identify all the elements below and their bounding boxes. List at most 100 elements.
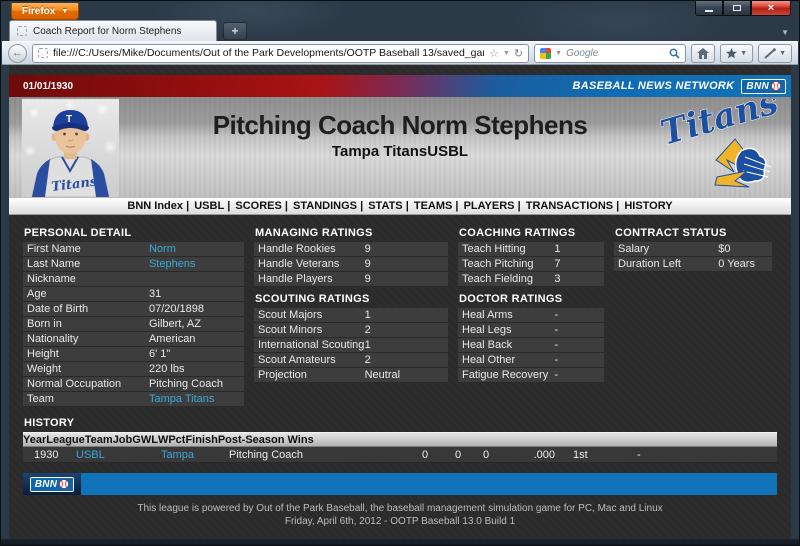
chevron-down-icon: ▼ [61,7,69,15]
history-title: HISTORY [24,417,75,429]
rating-row: Teach Hitting 1 [458,242,604,257]
rating-value: 9 [364,273,371,285]
nav-item[interactable]: BNN Index [126,200,193,212]
nav-item[interactable]: TRANSACTIONS [525,200,624,212]
history-cell-w: 0 [454,448,462,461]
managing-ratings-title: MANAGING RATINGS [255,227,373,239]
history-column-header: Year [23,433,47,446]
nav-item[interactable]: STANDINGS [292,200,367,212]
rating-row: Scout Minors 2 [254,323,448,338]
svg-text:Titans: Titans [51,174,99,195]
history-column-header: W [140,433,152,446]
titans-logo-image: Titans [656,97,783,188]
nav-item[interactable]: STATS [367,200,413,212]
history-column-header: L [151,433,158,446]
history-rows: 1930 USBL Tampa Pitching Coach 0 0 0 .00… [23,447,777,463]
detail-value[interactable]: Norm [148,243,176,255]
footer-bnn-logo[interactable]: BNN [23,473,81,495]
coaching-ratings-title: COACHING RATINGS [459,227,576,239]
detail-label: Age [27,288,47,300]
detail-row: Nationality American [23,332,244,347]
toolbar-extra-button[interactable]: ▼ [758,43,792,63]
detail-value[interactable]: Stephens [148,258,196,270]
rating-label: Teach Hitting [462,243,526,255]
rating-value: - [554,369,559,381]
detail-label: Height [27,348,59,360]
url-text: file:///C:/Users/Mike/Documents/Out of t… [53,47,485,59]
search-icon[interactable] [669,48,680,59]
minimize-icon [705,10,713,12]
managing-ratings-panel: Handle Rookies 9 Handle Veterans 9 Handl… [254,242,448,287]
url-dropdown-icon[interactable]: ▼ [502,49,510,57]
rating-label: Heal Legs [462,324,512,336]
network-title: BASEBALL NEWS NETWORK [572,80,735,92]
firefox-menu-button[interactable]: Firefox ▼ [11,3,80,20]
detail-label: Team [27,393,54,405]
rating-row: Projection Neutral [254,368,448,383]
history-column-header: WPct [157,433,186,446]
contract-status-panel: Salary $0 Duration Left 0 Years [614,242,772,272]
contract-label: Salary [618,243,650,255]
rating-value: Neutral [364,369,401,381]
detail-row: Age 31 [23,287,244,302]
history-cell-league[interactable]: USBL [76,448,105,461]
detail-label: Nationality [27,333,79,345]
url-bar[interactable]: file:///C:/Users/Mike/Documents/Out of t… [32,43,530,63]
contract-value: $0 [718,243,731,255]
hero-league[interactable]: USBL [427,143,469,160]
new-tab-button[interactable]: + [223,22,247,40]
rating-value: 2 [364,354,371,366]
bnn-logo[interactable]: BNN [741,78,786,94]
nav-item[interactable]: PLAYERS [463,200,525,212]
contract-status-title: CONTRACT STATUS [615,227,727,239]
rating-label: Heal Back [462,339,513,351]
scouting-ratings-title: SCOUTING RATINGS [255,293,370,305]
bnn-logo-text: BNN [746,80,769,92]
nav-item[interactable]: HISTORY [624,200,673,212]
detail-value[interactable]: Tampa Titans [148,393,215,405]
detail-row: Last Name Stephens [23,257,244,272]
history-column-header: League [46,433,85,446]
hero-team[interactable]: Tampa Titans [331,143,428,160]
tab-list-icon[interactable]: ▼ [781,28,789,37]
detail-label: Born in [27,318,62,330]
tab-coach-report[interactable]: Coach Report for Norm Stephens [9,20,217,41]
close-button[interactable]: × [751,1,791,16]
firefox-menu-label: Firefox [22,5,56,17]
rating-value: 1 [364,339,371,351]
navigation-toolbar: ← file:///C:/Users/Mike/Documents/Out of… [2,41,798,65]
minimize-button[interactable] [695,1,723,16]
toolbar-extra-dropdown-icon: ▼ [779,49,786,57]
nav-item[interactable]: SCORES [234,200,292,212]
tab-bar: Coach Report for Norm Stephens + ▼ [1,19,799,41]
detail-label: Last Name [27,258,81,270]
home-button[interactable] [691,43,716,63]
reload-icon[interactable]: ↻ [513,47,524,60]
personal-detail-panel: First Name Norm Last Name Stephens Nickn… [23,242,244,407]
site-navigation: BNN IndexUSBLSCORESSTANDINGSSTATSTEAMSPL… [9,198,791,215]
bookmark-star-icon[interactable]: ☆ [489,47,499,60]
bookmarks-button[interactable]: ▼ [720,43,754,63]
home-icon [697,47,710,59]
contract-row: Duration Left 0 Years [614,257,772,272]
maximize-button[interactable] [723,1,751,16]
bookmarks-star-icon [726,47,738,58]
nav-item[interactable]: USBL [193,200,234,212]
rating-row: Teach Fielding 3 [458,272,604,287]
detail-row: Height 6' 1" [23,347,244,362]
rating-row: Heal Back - [458,338,604,353]
rating-row: Heal Legs - [458,323,604,338]
history-cell-finish: 1st [573,448,588,461]
masthead-bar: 01/01/1930 BASEBALL NEWS NETWORK BNN [9,75,791,97]
history-cell-team[interactable]: Tampa [161,448,195,461]
nav-item[interactable]: TEAMS [413,200,463,212]
search-box[interactable]: ▼ Google [534,43,687,63]
back-button[interactable]: ← [8,43,27,63]
rating-label: Scout Amateurs [258,354,336,366]
search-engine-dropdown-icon[interactable]: ▼ [555,49,563,57]
footer-bar: BNN [23,473,777,495]
detail-label: Normal Occupation [27,378,122,390]
rating-label: Teach Fielding [462,273,533,285]
rating-label: Projection [258,369,307,381]
search-input[interactable]: Google [566,47,599,59]
